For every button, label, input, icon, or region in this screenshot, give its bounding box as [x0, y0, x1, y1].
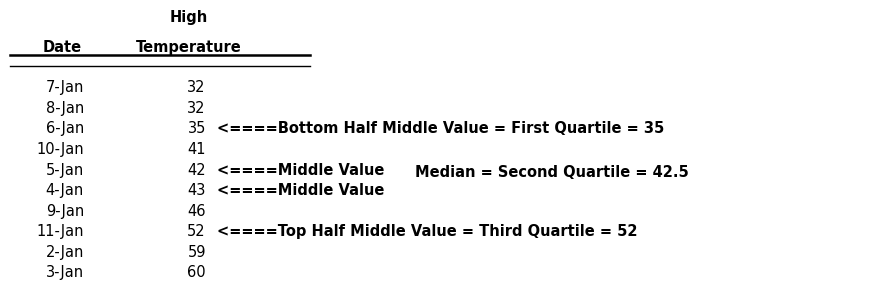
- Text: <====Middle Value: <====Middle Value: [217, 183, 385, 198]
- Text: <====Bottom Half Middle Value = First Quartile = 35: <====Bottom Half Middle Value = First Qu…: [217, 122, 664, 137]
- Text: 35: 35: [188, 122, 206, 137]
- Text: 6-Jan: 6-Jan: [45, 122, 84, 137]
- Text: 3-Jan: 3-Jan: [46, 265, 84, 280]
- Text: Temperature: Temperature: [135, 40, 241, 55]
- Text: 41: 41: [188, 142, 206, 157]
- Text: 10-Jan: 10-Jan: [37, 142, 84, 157]
- Text: 43: 43: [188, 183, 206, 198]
- Text: 60: 60: [188, 265, 206, 280]
- Text: 59: 59: [188, 245, 206, 260]
- Text: Median = Second Quartile = 42.5: Median = Second Quartile = 42.5: [415, 165, 689, 180]
- Text: <====Top Half Middle Value = Third Quartile = 52: <====Top Half Middle Value = Third Quart…: [217, 224, 637, 239]
- Text: 5-Jan: 5-Jan: [45, 162, 84, 177]
- Text: 52: 52: [188, 224, 206, 239]
- Text: 7-Jan: 7-Jan: [45, 80, 84, 95]
- Text: 42: 42: [188, 162, 206, 177]
- Text: 2-Jan: 2-Jan: [45, 245, 84, 260]
- Text: 11-Jan: 11-Jan: [37, 224, 84, 239]
- Text: 46: 46: [188, 204, 206, 219]
- Text: 32: 32: [188, 80, 206, 95]
- Text: 4-Jan: 4-Jan: [45, 183, 84, 198]
- Text: 32: 32: [188, 101, 206, 116]
- Text: High: High: [169, 10, 208, 25]
- Text: 8-Jan: 8-Jan: [45, 101, 84, 116]
- Text: <====Middle Value: <====Middle Value: [217, 162, 385, 177]
- Text: Date: Date: [43, 40, 82, 55]
- Text: 9-Jan: 9-Jan: [45, 204, 84, 219]
